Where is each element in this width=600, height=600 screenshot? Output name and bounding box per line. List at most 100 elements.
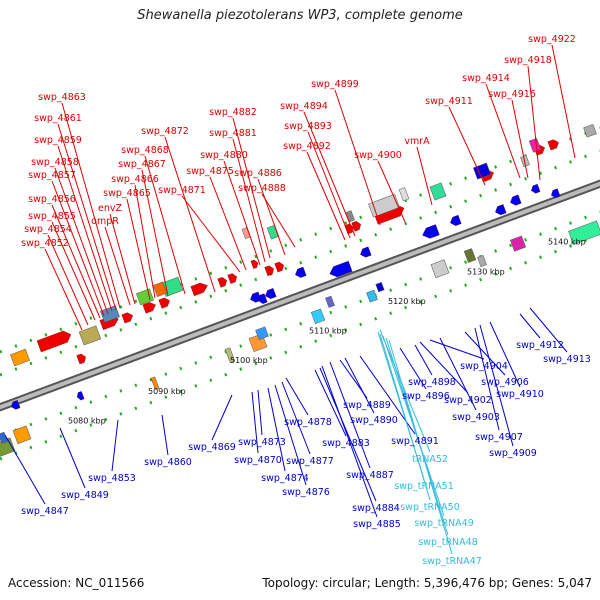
leader-line [54, 167, 109, 315]
gene-label-trna: swp_tRNA47 [422, 556, 482, 567]
gene-label-fwd: swp_4871 [158, 185, 206, 196]
leader-line [61, 102, 121, 309]
gene-label-fwd: swp_4859 [34, 135, 82, 146]
leader-line [489, 321, 521, 388]
leader-line [464, 331, 506, 376]
gene-box-rev [477, 255, 487, 268]
gene-arrow-fwd [264, 265, 274, 277]
leader-line [399, 347, 427, 390]
leader-line [414, 344, 433, 376]
gene-arrow-rev [11, 400, 21, 410]
gene-box-rev [509, 235, 527, 252]
gene-label-fwd: swp_4892 [283, 141, 331, 152]
gene-label-fwd: swp_4893 [284, 121, 332, 132]
gene-arrow-fwd [76, 353, 86, 365]
leader-line [209, 176, 247, 271]
leader-line [161, 414, 169, 456]
leader-line [257, 389, 263, 436]
leader-line [416, 146, 433, 206]
gene-arrow-rev [258, 293, 268, 304]
gene-box-rev [430, 259, 450, 279]
gene-label-fwd: swp_4911 [425, 96, 473, 107]
gene-box-rev [255, 326, 269, 340]
leader-line [57, 145, 113, 312]
gene-label-rev: swp_4847 [21, 506, 69, 517]
gene-label-fwd: swp_4858 [31, 157, 79, 168]
gene-label-fwd: swp_4880 [200, 150, 248, 161]
kbp-ticks: 5080 kbp 5090 kbp 5100 kbp 5110 kbp 5120 kbp… [68, 237, 586, 425]
gene-label-fwd: swp_4872 [141, 126, 189, 137]
gene-arrow-rev [450, 214, 462, 226]
gene-arrow-rev [329, 260, 353, 278]
gene-label-fwd: swp_4918 [504, 55, 552, 66]
leader-line [281, 381, 311, 455]
gene-box-rev [325, 295, 335, 308]
gene-label-rev: swp_4910 [496, 389, 544, 400]
kbp-tick-label: 5120 kbp [388, 297, 426, 306]
gene-label-fwd: swp_4881 [209, 128, 257, 139]
gene-label-rev: swp_4870 [234, 455, 282, 466]
gene-label-fwd: swp_4856 [28, 194, 76, 205]
leader-line [144, 155, 186, 295]
leader-line [51, 221, 96, 321]
leader-line [261, 193, 296, 248]
gene-arrow-fwd [217, 277, 227, 288]
gene-box-fwd [10, 348, 30, 367]
gene-label-rev: swp_4877 [286, 456, 334, 467]
gene-label-rev: swp_4876 [282, 487, 330, 498]
gene-label-trna: swp_tRNA51 [394, 481, 454, 492]
leader-line [511, 99, 529, 179]
leader-line [141, 169, 169, 297]
leader-line [306, 151, 346, 241]
gene-arrow-fwd [547, 139, 559, 151]
gene-label-fwd: swp_4857 [28, 170, 76, 181]
leader-line [551, 44, 576, 159]
gene-arrow-fwd [158, 297, 170, 309]
leader-line [164, 136, 216, 293]
gene-label-trna: swp_tRNA49 [414, 518, 474, 529]
leader-line [321, 365, 378, 518]
leader-line [285, 377, 309, 416]
gene-box-rev [366, 289, 378, 303]
leader-line [232, 138, 266, 263]
leader-line [319, 367, 377, 502]
gene-label-fwd: swp_4867 [118, 159, 166, 170]
gene-label-rev: swp_4898 [408, 377, 456, 388]
leader-line [111, 419, 119, 472]
gene-label-fwd: ompR [91, 216, 119, 227]
leader-line [314, 369, 347, 437]
gene-label-rev: swp_4885 [353, 519, 401, 530]
leader-line [257, 178, 286, 256]
kbp-tick-label: 5130 kbp [467, 268, 505, 277]
gene-label-rev: swp_4883 [322, 438, 370, 449]
gene-box-rev [150, 376, 160, 390]
gene-label-trna: swp_tRNA50 [400, 502, 460, 513]
gene-label-rev: swp_4874 [261, 473, 309, 484]
leader-line [485, 83, 521, 179]
gene-arrow-rev [265, 288, 277, 299]
leader-line [134, 184, 156, 299]
gene-box-fwd [398, 187, 410, 202]
leader-line [51, 204, 101, 319]
gene-box-rev [375, 282, 385, 293]
gene-label-rev: swp_4907 [475, 432, 523, 443]
leader-line [474, 327, 500, 431]
gene-box-fwd [100, 305, 120, 323]
gene-label-fwd: swp_4899 [311, 79, 359, 90]
kbp-tick-label: 5100 kbp [230, 356, 268, 365]
gene-arrow-fwd [227, 273, 237, 284]
leader-line [51, 180, 105, 317]
leader-line [44, 248, 83, 331]
topology-text: Topology: circular; Length: 5,396,476 bp… [262, 576, 592, 590]
gene-label-rev: swp_4913 [543, 354, 591, 365]
leader-line [329, 361, 371, 469]
gene-arrow-rev [77, 391, 85, 401]
gene-box-fwd [152, 281, 168, 297]
gene-arrow-rev [360, 246, 372, 258]
gene-label-rev: swp_4849 [61, 490, 109, 501]
gene-label-fwd: swp_4916 [488, 89, 536, 100]
leader-line [274, 384, 307, 486]
kbp-tick-label: 5110 kbp [309, 327, 347, 336]
